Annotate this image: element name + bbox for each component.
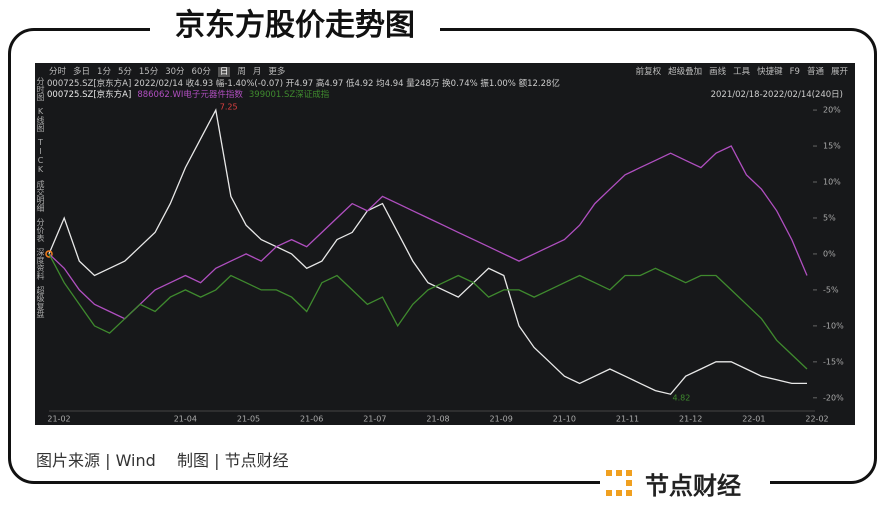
toolbar-item: 更多 (268, 67, 286, 77)
x-tick-label: 21-05 (237, 415, 260, 424)
side-tab: K线图 (36, 107, 45, 132)
side-tab: 深度资料 (36, 248, 45, 280)
toolbar-left: 分时 多日 1分 5分 15分 30分 60分日周月更多 (49, 65, 292, 77)
toolbar-item: 前复权 (635, 67, 662, 77)
x-tick-label: 22-02 (805, 415, 828, 424)
y-tick-label: -5% (823, 285, 839, 294)
toolbar-item: 工具 (733, 67, 751, 77)
toolbar-item: 展开 (830, 67, 848, 77)
side-tab: 超级复盘 (36, 286, 45, 318)
logo: 节点财经 (600, 464, 770, 502)
x-tick-label: 21-06 (300, 415, 323, 424)
x-tick-label: 21-11 (616, 415, 639, 424)
toolbar-item: 15分 (138, 67, 159, 77)
legend: 000725.SZ[京东方A] 886062.WI电子元器件指数 399001.SZ… (47, 88, 335, 100)
x-tick-label: 21-07 (363, 415, 386, 424)
side-tab: 成交明细 (36, 180, 45, 212)
toolbar-item: F9 (789, 67, 800, 77)
date-range: 2021/02/18-2022/02/14(240日) (710, 90, 843, 100)
y-tick-label: 10% (823, 178, 841, 187)
toolbar-item: 超级叠加 (668, 67, 703, 77)
side-tab: 分价表 (36, 218, 45, 242)
y-tick-label: 5% (823, 213, 836, 222)
frame (8, 28, 877, 484)
start-marker (45, 250, 53, 258)
y-tick-label: 20% (823, 106, 841, 115)
legend-entry: 399001.SZ深证成指 (248, 90, 330, 100)
x-tick-label: 21-12 (679, 415, 702, 424)
x-tick-label: 21-04 (174, 415, 197, 424)
toolbar-item: 1分 (97, 67, 111, 77)
x-tick-label: 21-02 (47, 415, 70, 424)
toolbar-item: 快捷键 (757, 67, 783, 77)
series-line (48, 108, 807, 395)
chart-panel: 分时 多日 1分 5分 15分 30分 60分日周月更多 前复权 超级叠加 画线 工具 快捷键 F9 普… (35, 63, 855, 425)
toolbar-item: 普通 (806, 67, 824, 77)
toolbar-right: 前复权 超级叠加 画线 工具 快捷键 F9 普通 展开 (636, 65, 855, 77)
toolbar-item: 月 (252, 67, 262, 77)
toolbar-item: 日 (217, 67, 231, 77)
legend-entry: 000725.SZ[京东方A] (47, 90, 132, 100)
series-line (48, 253, 808, 370)
max-label: 7.25 (220, 103, 238, 112)
toolbar-item: 画线 (709, 67, 727, 77)
x-tick-label: 21-09 (490, 415, 513, 424)
logo-icon (606, 470, 632, 496)
y-tick-label: 15% (823, 142, 841, 151)
toolbar-item: 周 (237, 67, 246, 77)
y-tick-label: -20% (823, 393, 844, 402)
toolbar-item: 分时 (49, 67, 67, 77)
logo-text: 节点财经 (645, 472, 741, 500)
side-tab: 分时图 (36, 77, 45, 101)
toolbar-item: 多日 (73, 67, 91, 77)
x-tick-label: 21-08 (426, 415, 449, 424)
title: 京东方股价走势图 (150, 6, 440, 46)
legend-entry: 886062.WI电子元器件指数 (137, 90, 243, 100)
toolbar-item: 60分 (191, 67, 211, 77)
side-tabs: 分时图 K线图 TICK 成交明细分价表深度资料超级复盘 (35, 77, 46, 324)
info-line: 000725.SZ[京东方A] 2022/02/14 收4.93 幅-1.40%… (47, 79, 560, 89)
series-line (48, 145, 808, 320)
toolbar-item: 5分 (117, 67, 132, 77)
side-tab: TICK (36, 138, 45, 174)
min-label: 4.82 (673, 394, 691, 403)
chart: 20% 15% 10% 5% 0% -5% -10% -15% -20% 21-02 21-04 21… (45, 103, 844, 424)
source: 图片来源 | Wind (36, 451, 156, 470)
y-tick-label: -10% (823, 321, 844, 330)
credit: 制图 | 节点财经 (177, 451, 289, 470)
x-tick-label: 21-10 (553, 415, 576, 424)
y-tick-label: 0% (823, 249, 836, 258)
x-tick-label: 22-01 (742, 415, 765, 424)
y-tick-label: -15% (823, 357, 844, 366)
toolbar-item: 30分 (165, 67, 185, 77)
